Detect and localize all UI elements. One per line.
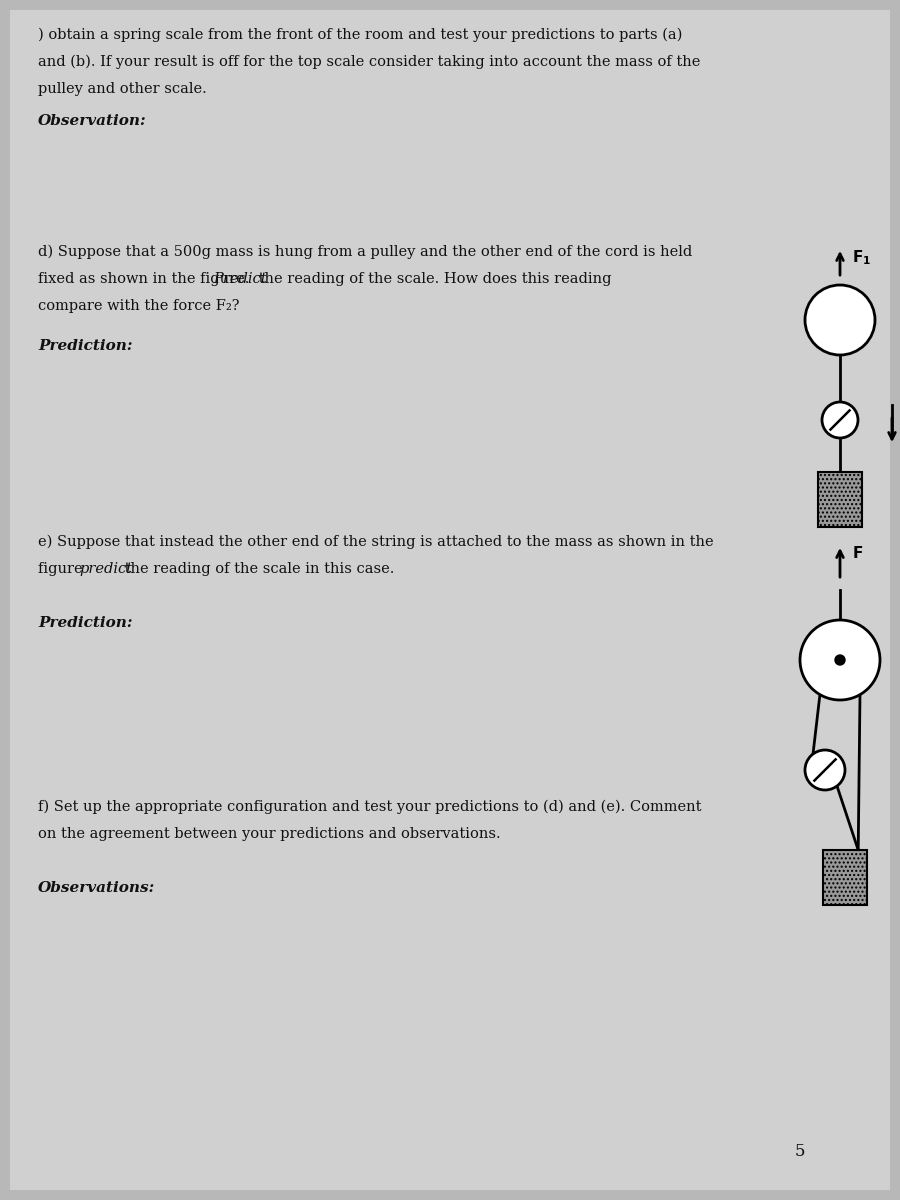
Text: Prediction:: Prediction: [38, 616, 132, 630]
Circle shape [805, 750, 845, 790]
Text: $\mathbf{F}$: $\mathbf{F}$ [852, 545, 863, 560]
Text: figure: figure [38, 562, 87, 576]
Text: $\mathbf{F_1}$: $\mathbf{F_1}$ [852, 248, 871, 266]
Circle shape [805, 284, 875, 355]
Circle shape [835, 655, 845, 665]
Text: Observation:: Observation: [38, 114, 147, 128]
Text: pulley and other scale.: pulley and other scale. [38, 82, 207, 96]
Text: Observations:: Observations: [38, 881, 155, 895]
Text: 5: 5 [795, 1142, 806, 1160]
Text: and (b). If your result is off for the top scale consider taking into account th: and (b). If your result is off for the t… [38, 55, 700, 70]
Text: Predict: Predict [213, 272, 267, 286]
Text: ) obtain a spring scale from the front of the room and test your predictions to : ) obtain a spring scale from the front o… [38, 28, 682, 42]
Circle shape [800, 620, 880, 700]
Text: the reading of the scale in this case.: the reading of the scale in this case. [120, 562, 394, 576]
Text: compare with the force F₂?: compare with the force F₂? [38, 299, 239, 313]
Text: d) Suppose that a 500g mass is hung from a pulley and the other end of the cord : d) Suppose that a 500g mass is hung from… [38, 245, 692, 259]
Text: on the agreement between your predictions and observations.: on the agreement between your prediction… [38, 827, 500, 841]
Text: predict: predict [79, 562, 132, 576]
Text: fixed as shown in the figure.: fixed as shown in the figure. [38, 272, 254, 286]
Text: the reading of the scale. How does this reading: the reading of the scale. How does this … [255, 272, 612, 286]
Text: e) Suppose that instead the other end of the string is attached to the mass as s: e) Suppose that instead the other end of… [38, 535, 714, 550]
Text: f) Set up the appropriate configuration and test your predictions to (d) and (e): f) Set up the appropriate configuration … [38, 800, 701, 815]
Bar [823, 850, 867, 905]
Bar [818, 472, 862, 527]
Circle shape [822, 402, 858, 438]
Text: Prediction:: Prediction: [38, 340, 132, 354]
